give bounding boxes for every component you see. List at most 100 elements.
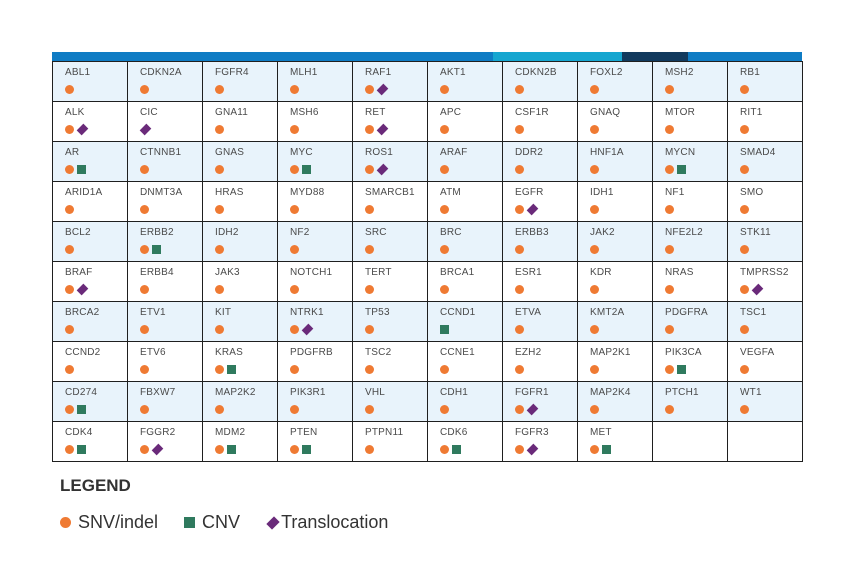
gene-name: CCNE1 (440, 347, 475, 358)
alteration-markers (290, 444, 352, 455)
alteration-markers (215, 364, 277, 375)
cnv-square-icon (184, 517, 196, 528)
gene-cell: KMT2A (577, 301, 653, 342)
gene-cell: BRCA2 (52, 301, 128, 342)
snv-indel-dot-icon (65, 85, 74, 94)
gene-name: VHL (365, 387, 386, 398)
gene-cell: BRAF (52, 261, 128, 302)
snv-indel-dot-icon (65, 245, 74, 254)
alteration-markers (365, 444, 427, 455)
gene-name: APC (440, 107, 462, 118)
gene-cell: CCNE1 (427, 341, 503, 382)
snv-indel-dot-icon (290, 445, 299, 454)
gene-name: TMPRSS2 (740, 267, 789, 278)
gene-cell: CCND2 (52, 341, 128, 382)
snv-indel-dot-icon (515, 125, 524, 134)
gene-name: EZH2 (515, 347, 542, 358)
snv-indel-dot-icon (515, 365, 524, 374)
snv-indel-dot-icon (365, 125, 374, 134)
snv-indel-dot-icon (215, 125, 224, 134)
snv-indel-dot-icon (215, 85, 224, 94)
gene-cell: RAF1 (352, 61, 428, 102)
gene-table-row: CCND2 ETV6 KRAS PDGFRB TSC2 CCNE1 EZH2 MAP2K1 PI… (52, 341, 803, 382)
alteration-markers (440, 164, 502, 175)
cnv-square-icon (227, 365, 236, 374)
alteration-markers (590, 284, 652, 295)
gene-cell: CDKN2A (127, 61, 203, 102)
alteration-markers (365, 83, 427, 96)
snv-indel-dot-icon (365, 285, 374, 294)
gene-cell: EGFR (502, 181, 578, 222)
gene-name: CIC (140, 107, 158, 118)
snv-indel-dot-icon (665, 85, 674, 94)
gene-name: PDGFRB (290, 347, 333, 358)
gene-cell: MAP2K2 (202, 381, 278, 422)
gene-name: PIK3CA (665, 347, 702, 358)
alteration-markers (440, 444, 502, 455)
gene-name: SMAD4 (740, 147, 776, 158)
snv-indel-dot-icon (440, 405, 449, 414)
gene-name: MYCN (665, 147, 696, 158)
gene-cell: NFE2L2 (652, 221, 728, 262)
gene-name: WT1 (740, 387, 762, 398)
gene-name: FGFR3 (515, 427, 549, 438)
alteration-markers (290, 323, 352, 336)
gene-name: PTEN (290, 427, 318, 438)
gene-name: SMARCB1 (365, 187, 415, 198)
alteration-markers (365, 364, 427, 375)
legend-item-cnv: CNV (184, 512, 240, 533)
gene-cell: TSC1 (727, 301, 803, 342)
snv-indel-dot-icon (515, 405, 524, 414)
gene-cell: MET (577, 421, 653, 462)
gene-cell: FGFR4 (202, 61, 278, 102)
alteration-markers (215, 84, 277, 95)
snv-indel-dot-icon (665, 125, 674, 134)
gene-cell: HRAS (202, 181, 278, 222)
alteration-markers (515, 364, 577, 375)
snv-indel-dot-icon (665, 165, 674, 174)
alteration-markers (140, 84, 202, 95)
gene-cell: AR (52, 141, 128, 182)
gene-cell: PTPN11 (352, 421, 428, 462)
alteration-markers (515, 244, 577, 255)
alteration-markers (440, 364, 502, 375)
alteration-markers (140, 404, 202, 415)
cnv-square-icon (77, 405, 86, 414)
gene-cell: FBXW7 (127, 381, 203, 422)
gene-cell: GNAS (202, 141, 278, 182)
translocation-diamond-icon (301, 323, 314, 336)
alteration-markers (290, 284, 352, 295)
translocation-diamond-icon (76, 283, 89, 296)
snv-indel-dot-icon (665, 365, 674, 374)
gene-cell: TERT (352, 261, 428, 302)
alteration-markers (140, 164, 202, 175)
alteration-markers (515, 203, 577, 216)
gene-cell: NOTCH1 (277, 261, 353, 302)
gene-cell: MYC (277, 141, 353, 182)
gene-name: ETV1 (140, 307, 166, 318)
alteration-markers (290, 84, 352, 95)
snv-indel-dot-icon (590, 125, 599, 134)
snv-indel-dot-icon (365, 365, 374, 374)
gene-cell: MTOR (652, 101, 728, 142)
alteration-markers (290, 364, 352, 375)
gene-cell: MYCN (652, 141, 728, 182)
alteration-markers (740, 364, 802, 375)
gene-name: JAK2 (590, 227, 615, 238)
gene-cell: CIC (127, 101, 203, 142)
gene-name: RIT1 (740, 107, 763, 118)
alteration-markers (665, 204, 727, 215)
alteration-markers (215, 324, 277, 335)
gene-cell: RIT1 (727, 101, 803, 142)
cnv-square-icon (152, 245, 161, 254)
alteration-markers (65, 404, 127, 415)
alteration-markers (365, 123, 427, 136)
gene-table-row: ARID1A DNMT3A HRAS MYD88 SMARCB1 ATM EGFR IDH1 N… (52, 181, 803, 222)
gene-table-row: BRAF ERBB4 JAK3 NOTCH1 TERT BRCA1 ESR1 KDR NRAS T… (52, 261, 803, 302)
snv-indel-dot-icon (140, 325, 149, 334)
alteration-markers (515, 324, 577, 335)
snv-indel-dot-icon (740, 365, 749, 374)
alteration-markers (590, 324, 652, 335)
gene-name: MSH6 (290, 107, 319, 118)
gene-name: ARAF (440, 147, 468, 158)
